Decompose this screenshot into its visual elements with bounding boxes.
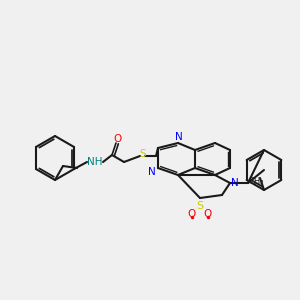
- Text: O: O: [204, 209, 212, 219]
- Text: NH: NH: [87, 157, 103, 167]
- Text: CH₃: CH₃: [248, 178, 264, 187]
- Text: S: S: [140, 149, 146, 159]
- Text: S: S: [196, 201, 204, 211]
- Text: N: N: [231, 178, 239, 188]
- Text: O: O: [114, 134, 122, 144]
- Text: N: N: [175, 132, 183, 142]
- Text: N: N: [148, 167, 156, 177]
- Text: O: O: [188, 209, 196, 219]
